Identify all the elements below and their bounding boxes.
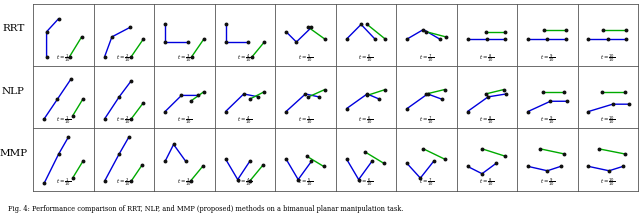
Text: $t = \frac{4}{10}$: $t = \frac{4}{10}$ bbox=[237, 52, 253, 64]
Text: $t = \frac{5}{10}$: $t = \frac{5}{10}$ bbox=[298, 176, 313, 188]
Text: $t = \frac{9}{10}$: $t = \frac{9}{10}$ bbox=[540, 52, 555, 64]
Text: $t = \frac{8}{10}$: $t = \frac{8}{10}$ bbox=[479, 176, 495, 188]
Text: RRT: RRT bbox=[2, 24, 24, 33]
Text: $t = \frac{2}{10}$: $t = \frac{2}{10}$ bbox=[116, 176, 132, 188]
Text: $t = \frac{1}{10}$: $t = \frac{1}{10}$ bbox=[56, 52, 71, 64]
Text: Fig. 4: Performance comparison of RRT, NLP, and MMP (proposed) methods on a bima: Fig. 4: Performance comparison of RRT, N… bbox=[8, 205, 403, 214]
Text: $t = \frac{6}{10}$: $t = \frac{6}{10}$ bbox=[358, 176, 374, 188]
Text: NLP: NLP bbox=[2, 87, 25, 95]
Text: $t = \frac{3}{10}$: $t = \frac{3}{10}$ bbox=[177, 114, 192, 126]
Text: $t = \frac{7}{10}$: $t = \frac{7}{10}$ bbox=[419, 52, 434, 64]
Text: $t = \frac{2}{10}$: $t = \frac{2}{10}$ bbox=[116, 114, 132, 126]
Text: $t = \frac{3}{10}$: $t = \frac{3}{10}$ bbox=[177, 52, 192, 64]
Text: $t = \frac{6}{10}$: $t = \frac{6}{10}$ bbox=[358, 52, 374, 64]
Text: $t = \frac{4}{10}$: $t = \frac{4}{10}$ bbox=[237, 114, 253, 126]
Text: $t = \frac{10}{10}$: $t = \frac{10}{10}$ bbox=[600, 52, 616, 64]
Text: $t = \frac{9}{10}$: $t = \frac{9}{10}$ bbox=[540, 176, 555, 188]
Text: $t = \frac{2}{10}$: $t = \frac{2}{10}$ bbox=[116, 52, 132, 64]
Text: $t = \frac{6}{10}$: $t = \frac{6}{10}$ bbox=[358, 114, 374, 126]
Text: $t = \frac{7}{10}$: $t = \frac{7}{10}$ bbox=[419, 114, 434, 126]
Text: $t = \frac{8}{10}$: $t = \frac{8}{10}$ bbox=[479, 52, 495, 64]
Text: $t = \frac{5}{10}$: $t = \frac{5}{10}$ bbox=[298, 114, 313, 126]
Text: $t = \frac{1}{10}$: $t = \frac{1}{10}$ bbox=[56, 114, 71, 126]
Text: $t = \frac{1}{10}$: $t = \frac{1}{10}$ bbox=[56, 176, 71, 188]
Text: $t = \frac{8}{10}$: $t = \frac{8}{10}$ bbox=[479, 114, 495, 126]
Text: $t = \frac{10}{10}$: $t = \frac{10}{10}$ bbox=[600, 176, 616, 188]
Text: $t = \frac{5}{10}$: $t = \frac{5}{10}$ bbox=[298, 52, 313, 64]
Text: $t = \frac{10}{10}$: $t = \frac{10}{10}$ bbox=[600, 114, 616, 126]
Text: $t = \frac{9}{10}$: $t = \frac{9}{10}$ bbox=[540, 114, 555, 126]
Text: $t = \frac{4}{10}$: $t = \frac{4}{10}$ bbox=[237, 176, 253, 188]
Text: $t = \frac{7}{10}$: $t = \frac{7}{10}$ bbox=[419, 176, 434, 188]
Text: MMP: MMP bbox=[0, 149, 28, 158]
Text: $t = \frac{3}{10}$: $t = \frac{3}{10}$ bbox=[177, 176, 192, 188]
